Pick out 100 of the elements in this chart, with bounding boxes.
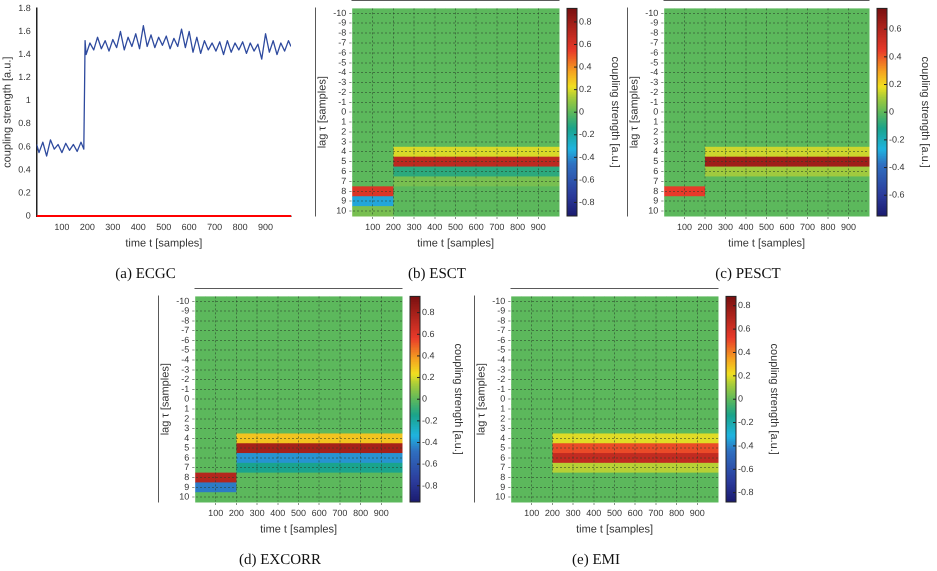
- y-tick-label: 0: [184, 394, 190, 404]
- color-bar-label: 0.8: [422, 307, 435, 318]
- x-tick-label: 200: [80, 222, 95, 232]
- y-tick-label: 8: [184, 472, 190, 482]
- color-bar-title: coupling strength [a.u.]: [768, 344, 780, 455]
- y-tick-label: 4: [500, 432, 506, 443]
- x-tick-label: 800: [510, 222, 526, 232]
- y-tick-label: 7: [341, 176, 346, 186]
- x-tick-label: 200: [386, 222, 401, 232]
- x-tick-label: 400: [270, 508, 286, 518]
- text: (b) ESCT: [408, 266, 466, 282]
- y-tick-label: 8: [341, 186, 346, 196]
- y-tick-label: 6: [341, 166, 346, 176]
- x-axis-title: time t [samples]: [125, 237, 202, 250]
- y-tick-label: -4: [497, 354, 506, 365]
- x-tick-label: 900: [258, 222, 274, 232]
- color-bar-label: -0.4: [422, 436, 438, 447]
- y-tick-label: -10: [645, 8, 658, 18]
- x-tick-label: 300: [566, 508, 581, 518]
- x-tick-label: 700: [332, 508, 348, 518]
- y-tick-label: 10: [336, 206, 346, 216]
- y-tick-label: 0.4: [18, 164, 31, 174]
- x-tick-label: 100: [208, 508, 224, 518]
- y-tick-label: -2: [338, 86, 346, 97]
- color-bar-label: -0.6: [422, 458, 438, 469]
- x-tick-label: 400: [586, 508, 602, 518]
- y-tick-label: 4: [341, 146, 346, 156]
- y-tick-label: 2: [500, 413, 506, 424]
- x-tick-label: 100: [54, 222, 70, 232]
- y-tick-label: -1: [650, 96, 658, 107]
- y-tick-label: 2: [653, 126, 658, 136]
- y-tick-label: -8: [497, 315, 506, 326]
- x-tick-label: 100: [365, 222, 380, 232]
- x-tick-label: 300: [406, 222, 422, 232]
- color-bar-label: 0.4: [422, 350, 435, 360]
- color-bar-title: coupling strength [a.u.]: [608, 56, 621, 168]
- color-bar-label: 0: [579, 106, 584, 117]
- y-tick-label: -3: [338, 77, 346, 88]
- color-bar-label: 0.2: [579, 84, 592, 94]
- y-tick-label: 1.4: [18, 49, 31, 60]
- color-bar-label: -0.4: [889, 162, 905, 172]
- y-tick-label: -5: [650, 57, 658, 68]
- y-tick-label: 5: [184, 442, 190, 453]
- y-tick-label: 0: [500, 394, 506, 404]
- color-bar-label: 0.2: [422, 372, 435, 382]
- y-tick-label: 6: [500, 452, 506, 462]
- y-tick-label: 0.8: [18, 118, 31, 128]
- y-tick-label: 1: [341, 116, 346, 127]
- x-tick-label: 100: [524, 508, 540, 518]
- y-tick-label: 6: [184, 452, 190, 462]
- x-tick-label: 900: [530, 222, 546, 232]
- y-tick-label: 8: [500, 472, 506, 482]
- x-tick-label: 300: [250, 508, 265, 518]
- y-tick-label: 9: [341, 196, 346, 206]
- x-tick-label: 100: [676, 222, 692, 232]
- y-tick-label: 2: [341, 126, 346, 136]
- x-tick-label: 700: [800, 222, 816, 232]
- y-tick-label: -3: [497, 364, 506, 374]
- color-bar-label: -0.4: [738, 440, 754, 450]
- color-bar-label: -0.2: [579, 129, 595, 140]
- color-bar-label: -0.8: [738, 487, 754, 498]
- text: (e) EMI: [572, 552, 620, 568]
- y-tick-label: -5: [181, 344, 190, 355]
- x-axis-title: time t [samples]: [576, 523, 654, 536]
- y-tick-label: -2: [497, 374, 506, 384]
- y-tick-label: 10: [495, 492, 506, 502]
- x-tick-label: 800: [820, 222, 836, 232]
- x-tick-label: 700: [489, 222, 504, 232]
- x-tick-label: 500: [290, 508, 306, 518]
- y-tick-label: -6: [650, 47, 658, 58]
- color-bar-label: 0: [889, 106, 894, 117]
- y-tick-label: -3: [181, 364, 190, 374]
- y-tick-label: 10: [648, 206, 658, 216]
- color-bar-label: 0.4: [579, 62, 592, 72]
- x-tick-label: 900: [690, 508, 705, 518]
- y-tick-label: 8: [653, 186, 658, 196]
- y-tick-label: 0: [26, 210, 31, 220]
- x-tick-label: 400: [427, 222, 442, 232]
- x-axis-title: time t [samples]: [260, 523, 338, 536]
- color-bar-label: 0.2: [889, 79, 902, 90]
- x-tick-label: 900: [840, 222, 856, 232]
- y-tick-label: -9: [650, 18, 658, 28]
- x-tick-label: 800: [669, 508, 684, 518]
- y-tick-label: 4: [653, 146, 658, 156]
- y-tick-label: 0.2: [18, 187, 31, 198]
- y-tick-label: 1: [653, 116, 658, 127]
- y-tick-label: 3: [653, 136, 658, 146]
- color-bar-label: 0: [422, 394, 428, 404]
- y-tick-label: 0: [653, 106, 658, 117]
- y-tick-label: 1.2: [18, 72, 31, 82]
- color-bar-label: -0.8: [422, 480, 438, 490]
- x-tick-label: 800: [232, 222, 248, 232]
- color-bar-label: 0.2: [738, 370, 751, 380]
- y-tick-label: 7: [184, 462, 190, 472]
- x-tick-label: 200: [544, 508, 560, 518]
- y-tick-label: -2: [650, 86, 658, 97]
- y-tick-label: 0.6: [18, 141, 31, 152]
- text: (d) EXCORR: [238, 552, 322, 568]
- text: (c) PESCT: [715, 266, 781, 282]
- x-tick-label: 700: [207, 222, 222, 232]
